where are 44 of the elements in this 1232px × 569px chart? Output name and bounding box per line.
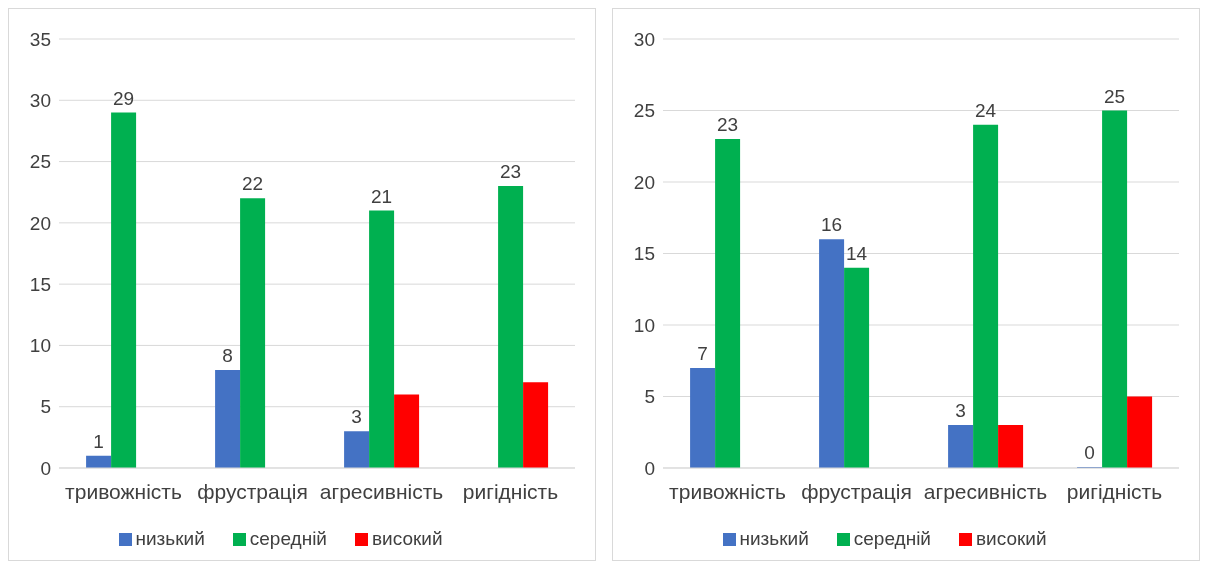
data-label: 14 [846, 242, 868, 264]
x-tick-label: тривожність [669, 479, 786, 503]
data-label: 24 [975, 99, 997, 121]
x-tick-label: тривожність [65, 479, 182, 503]
y-tick-label: 20 [29, 212, 51, 234]
data-label: 23 [500, 161, 522, 183]
data-label: 0 [1084, 442, 1095, 463]
legend-label: високий [371, 528, 443, 549]
y-tick-label: 5 [644, 386, 655, 408]
y-tick-label: 30 [29, 90, 51, 112]
legend-label: низький [135, 528, 205, 549]
x-tick-label: ригідність [1066, 479, 1163, 503]
legend-label: низький [739, 528, 809, 549]
data-label: 3 [351, 406, 362, 428]
y-tick-label: 25 [633, 100, 655, 122]
x-tick-label: агресивність [923, 479, 1048, 503]
data-label: 22 [242, 173, 264, 195]
data-label: 8 [222, 344, 233, 366]
data-label: 3 [955, 400, 966, 422]
legend-label: середній [249, 528, 327, 549]
x-tick-label: ригідність [462, 479, 559, 503]
data-label: 1 [93, 430, 104, 452]
y-tick-label: 0 [644, 457, 655, 479]
y-tick-label: 10 [633, 314, 655, 336]
x-tick-label: агресивність [319, 479, 444, 503]
data-label: 16 [821, 214, 843, 236]
data-label: 7 [697, 342, 708, 364]
legend-label: середній [853, 528, 931, 549]
y-tick-label: 10 [29, 335, 51, 357]
y-tick-label: 20 [633, 171, 655, 193]
x-tick-label: фрустрація [801, 479, 912, 503]
y-tick-label: 15 [633, 243, 655, 265]
legend-label: високий [975, 528, 1047, 549]
data-label: 29 [113, 87, 135, 109]
y-tick-label: 30 [633, 28, 655, 50]
data-label: 23 [717, 114, 739, 136]
data-label: 25 [1104, 85, 1126, 107]
x-tick-label: фрустрація [197, 479, 308, 503]
y-tick-label: 0 [40, 457, 51, 479]
y-tick-label: 35 [29, 28, 51, 50]
data-label: 21 [371, 185, 393, 207]
y-tick-label: 15 [29, 273, 51, 295]
y-tick-label: 25 [29, 151, 51, 173]
y-tick-label: 5 [40, 396, 51, 418]
